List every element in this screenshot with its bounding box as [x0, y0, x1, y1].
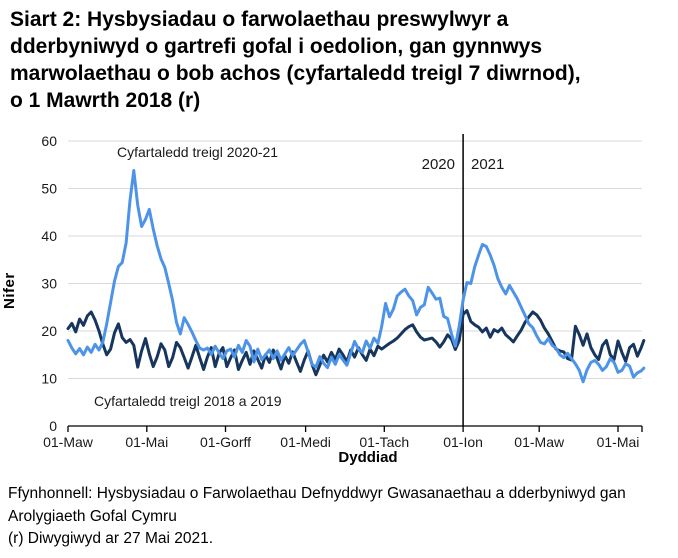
x-tick-label: 01-Maw: [43, 434, 94, 450]
series-line-2020-21: [66, 169, 646, 384]
chart-title-line-2: dderbyniwyd o gartrefi gofal i oedolion,…: [10, 35, 543, 58]
revision-note: (r) Diwygiwyd ar 27 Mai 2021.: [8, 530, 214, 547]
footer: Ffynhonnell: Hysbysiadau o Farwolaethau …: [8, 483, 673, 551]
x-tick-label: 01-Tach: [359, 434, 409, 450]
source-text-line-2: Arolygiaeth Gofal Cymru: [8, 507, 177, 525]
chart-title-line-1: Siart 2: Hysbysiadau o farwolaethau pres…: [10, 8, 509, 31]
x-tick-label: 01-Mai: [597, 434, 640, 450]
y-tick-label: 20: [41, 323, 57, 339]
y-tick-label: 40: [41, 228, 57, 244]
y-tick-label: 10: [41, 371, 57, 387]
y-axis-title: Nifer: [1, 272, 18, 310]
chart-title-line-3: marwolaethau o bob achos (cyfartaledd tr…: [10, 62, 581, 85]
y-tick-label: 60: [41, 133, 57, 149]
x-tick-label: 01-Ion: [443, 434, 483, 450]
x-tick-label: 01-Medi: [280, 434, 331, 450]
x-tick-label: 01-Maw: [514, 434, 565, 450]
y-tick-label: 50: [41, 181, 57, 197]
x-axis-title: Dyddiad: [338, 449, 398, 466]
series-line-2018-2019: [66, 309, 646, 377]
year-label-2020: 2020: [421, 156, 455, 173]
year-label-2021: 2021: [471, 156, 505, 173]
x-axis: 01-Maw 01-Mai 01-Gorff 01-Medi 01-Tach 01-Ion…: [43, 425, 643, 450]
chart-title-line-4: o 1 Mawrth 2018 (r): [10, 89, 201, 112]
y-axis-tick-labels: 0 10 20 30 40 50 60: [41, 133, 57, 434]
chart-title: Siart 2: Hysbysiadau o farwolaethau pres…: [10, 6, 670, 114]
source-text-line-1: Ffynhonnell: Hysbysiadau o Farwolaethau …: [8, 485, 626, 502]
x-tick-label: 01-Mai: [125, 434, 168, 450]
y-tick-label: 0: [49, 418, 57, 434]
annotation-series-2020-21: Cyfartaledd treigl 2020-21: [117, 144, 279, 160]
x-tick-label: 01-Gorff: [200, 434, 251, 450]
y-tick-label: 30: [41, 276, 57, 292]
annotation-series-2018-2019: Cyfartaledd treigl 2018 a 2019: [94, 393, 282, 409]
